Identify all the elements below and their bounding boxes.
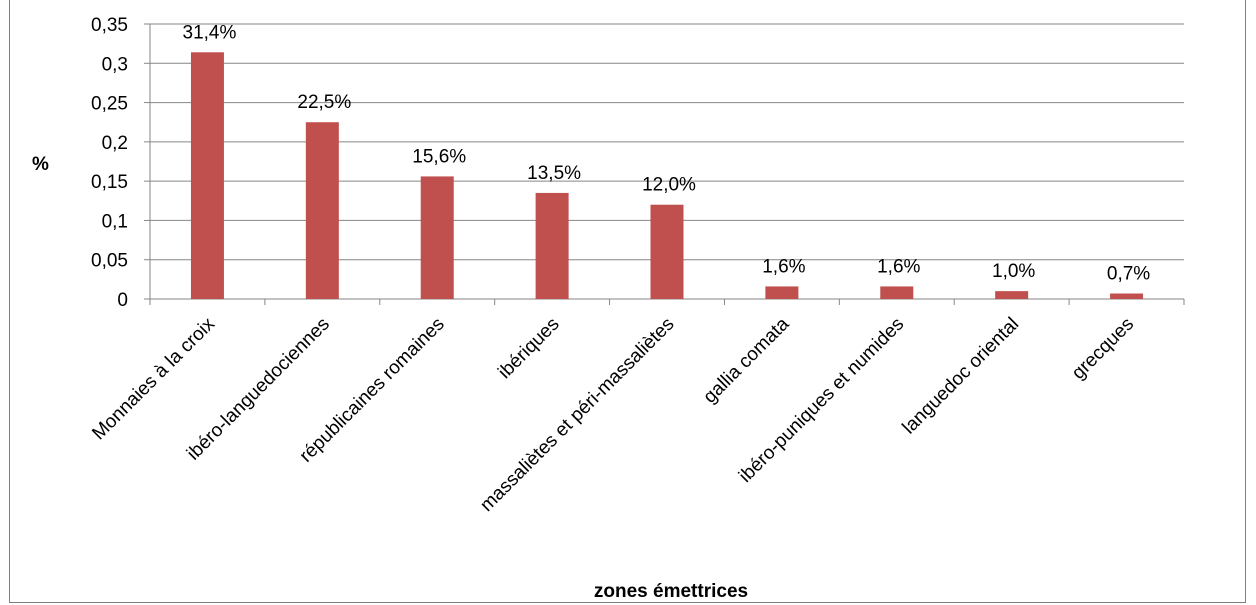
data-label: 31,4%	[183, 22, 237, 43]
bar	[305, 122, 339, 299]
y-tick-label: 0,25	[91, 94, 128, 115]
bar	[650, 204, 684, 299]
category-label: massaliètes et péri-massaliètes	[476, 314, 678, 516]
category-label: ibériques	[494, 314, 563, 383]
bar	[535, 192, 569, 299]
bar	[190, 52, 224, 300]
data-label: 12,0%	[642, 175, 696, 196]
bar	[995, 291, 1029, 299]
data-label: 1,6%	[762, 256, 805, 277]
y-tick-labels: 0 0,05 0,1 0,15 0,2 0,25 0,3 0,35	[91, 15, 128, 311]
data-label: 1,0%	[992, 261, 1035, 282]
y-tick-label: 0,1	[102, 211, 128, 232]
y-tick-label: 0,35	[91, 15, 128, 36]
bar	[420, 176, 454, 299]
bar	[880, 286, 914, 299]
bar	[765, 286, 799, 299]
y-tick-label: 0	[117, 290, 128, 311]
bars	[190, 52, 1144, 300]
data-label: 22,5%	[297, 92, 351, 113]
y-tick-label: 0,2	[102, 133, 128, 154]
y-tick-label: 0,05	[91, 251, 128, 272]
category-label: gallia comata	[699, 313, 793, 407]
data-label: 0,7%	[1107, 264, 1150, 285]
data-label: 13,5%	[527, 163, 581, 184]
category-label: grecques	[1068, 314, 1138, 384]
bar	[1110, 293, 1144, 299]
y-tick-label: 0,3	[102, 54, 128, 75]
category-label: Monnaies à la croix	[88, 313, 219, 444]
y-tick-label: 0,15	[91, 172, 128, 193]
data-label: 15,6%	[412, 146, 466, 167]
y-axis-title: %	[32, 154, 49, 175]
x-axis-title: zones émettrices	[594, 581, 748, 602]
data-label: 1,6%	[877, 256, 920, 277]
category-labels: Monnaies à la croixibéro-languedociennes…	[88, 313, 1138, 516]
data-labels: 31,4% 22,5% 15,6% 13,5% 12,0% 1,6% 1,6% 1,0% 0,7…	[183, 22, 1151, 284]
category-label: languedoc oriental	[899, 314, 1024, 439]
